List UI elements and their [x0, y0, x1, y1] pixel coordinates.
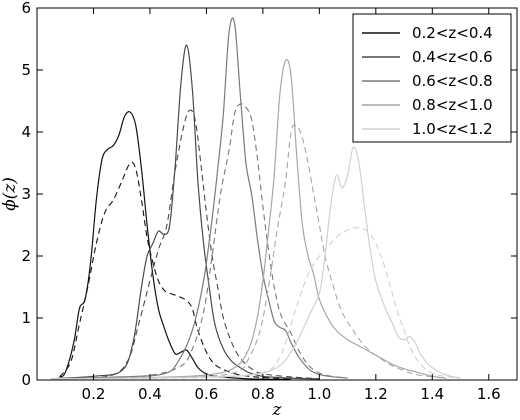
y-tick-label: 1 — [21, 309, 31, 327]
legend-label: 0.2<z<0.4 — [412, 24, 493, 42]
y-tick-label: 2 — [21, 247, 31, 265]
x-tick-label: 1.0 — [307, 385, 331, 403]
x-axis-label: z — [272, 400, 283, 420]
x-tick-label: 1.4 — [420, 385, 444, 403]
y-tick-label: 0 — [21, 371, 31, 389]
y-tick-labels: 0 1 2 3 4 5 6 — [21, 0, 31, 389]
x-tick-label: 0.6 — [194, 385, 218, 403]
series-1-solid-line — [59, 111, 292, 380]
x-tick-label: 1.2 — [364, 385, 388, 403]
legend-box — [352, 13, 512, 143]
x-tick-labels: 0.2 0.4 0.6 0.8 1.0 1.2 1.4 1.6 — [82, 385, 501, 403]
series-3-dashed-line — [51, 103, 348, 380]
series-2-dashed-line — [51, 109, 320, 380]
axis-ticks — [37, 7, 517, 381]
legend-label: 0.8<z<1.0 — [412, 96, 493, 114]
y-tick-label: 5 — [21, 61, 31, 79]
y-tick-label: 3 — [21, 185, 31, 203]
legend: 0.2<z<0.4 0.4<z<0.6 0.6<z<0.8 0.8<z<1.0 1.0<… — [352, 13, 512, 143]
y-tick-label: 4 — [21, 123, 31, 141]
series-3-solid-line — [51, 17, 348, 380]
y-axis-label: ϕ(z) — [0, 177, 20, 211]
legend-label: 0.6<z<0.8 — [412, 72, 493, 90]
series-curves — [51, 17, 461, 380]
x-tick-label: 0.8 — [251, 385, 275, 403]
x-tick-label: 0.2 — [82, 385, 106, 403]
series-5-dashed-line — [51, 226, 461, 380]
x-tick-label: 0.4 — [138, 385, 162, 403]
x-tick-label: 1.6 — [477, 385, 501, 403]
y-tick-label: 6 — [21, 0, 31, 17]
legend-label: 1.0<z<1.2 — [412, 120, 493, 138]
series-1-dashed-line — [59, 161, 292, 380]
series-4-solid-line — [51, 58, 447, 380]
series-5-solid-line — [51, 146, 461, 380]
series-2-solid-line — [51, 44, 320, 380]
legend-label: 0.4<z<0.6 — [412, 48, 493, 66]
